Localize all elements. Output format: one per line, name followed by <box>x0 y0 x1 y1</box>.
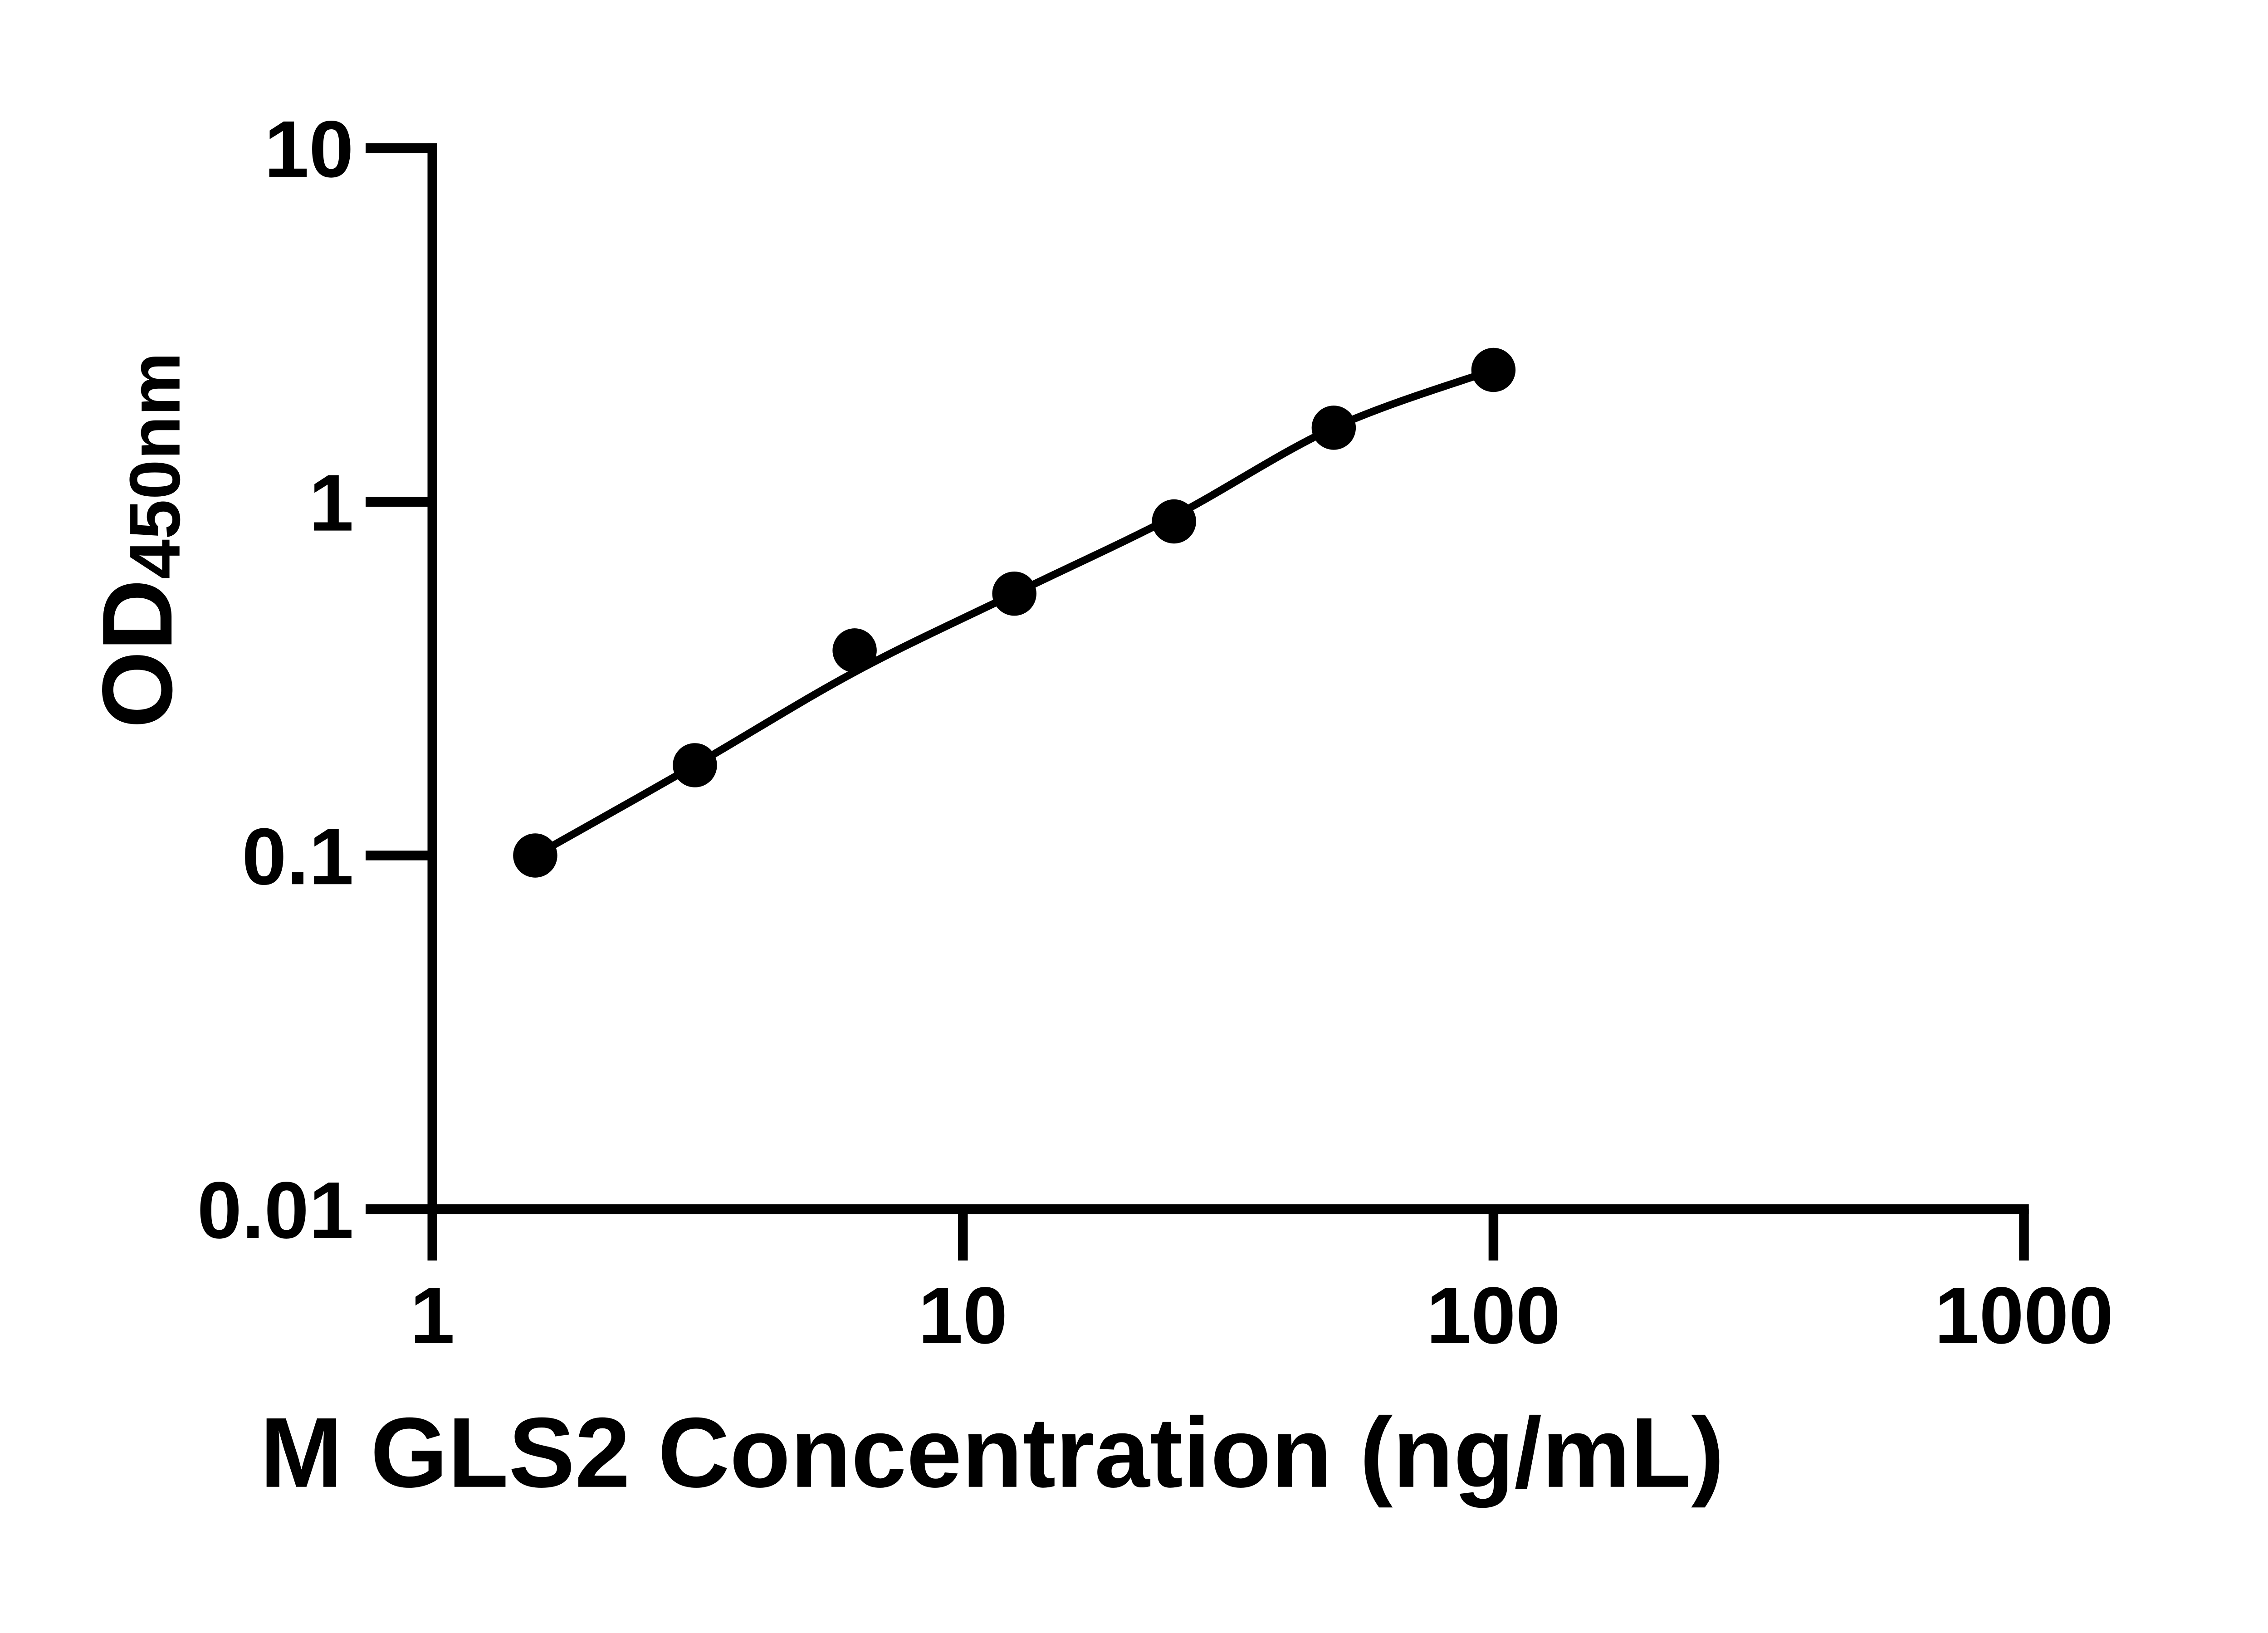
x-tick-label: 1000 <box>1935 1270 2114 1360</box>
data-point <box>513 833 557 878</box>
x-tick-label: 10 <box>918 1270 1007 1360</box>
y-tick-label: 1 <box>309 458 354 548</box>
axes <box>427 143 2029 1214</box>
x-tick-label: 100 <box>1426 1270 1560 1360</box>
y-axis-title: OD450nm <box>82 352 195 728</box>
y-axis-ticks <box>366 143 437 1214</box>
x-axis-title: M GLS2 Concentration (ng/mL) <box>260 1397 1724 1508</box>
chart-page: 10 1 0.1 0.01 1 10 100 1000 M GLS2 Concentrati… <box>82 103 2114 1508</box>
y-axis-title-main: OD <box>82 579 193 728</box>
x-tick-label: 1 <box>410 1270 455 1360</box>
data-point <box>1152 499 1196 544</box>
x-axis-tick-labels: 1 10 100 1000 <box>410 1270 2113 1360</box>
elisa-standard-curve-chart: 10 1 0.1 0.01 1 10 100 1000 M GLS2 Concentrati… <box>82 103 2114 1508</box>
y-tick-label: 10 <box>264 104 353 194</box>
data-points <box>513 347 1516 878</box>
y-tick-label: 0.1 <box>242 811 354 901</box>
data-point <box>1311 406 1356 450</box>
y-tick-label: 0.01 <box>197 1165 353 1255</box>
x-axis-ticks <box>427 1209 2029 1261</box>
y-axis-tick-labels: 10 1 0.1 0.01 <box>197 104 353 1255</box>
data-point <box>673 743 717 787</box>
data-point <box>992 571 1036 616</box>
y-axis-title-subscript: 450nm <box>115 352 195 579</box>
data-point <box>832 628 877 673</box>
data-point <box>1471 347 1516 392</box>
